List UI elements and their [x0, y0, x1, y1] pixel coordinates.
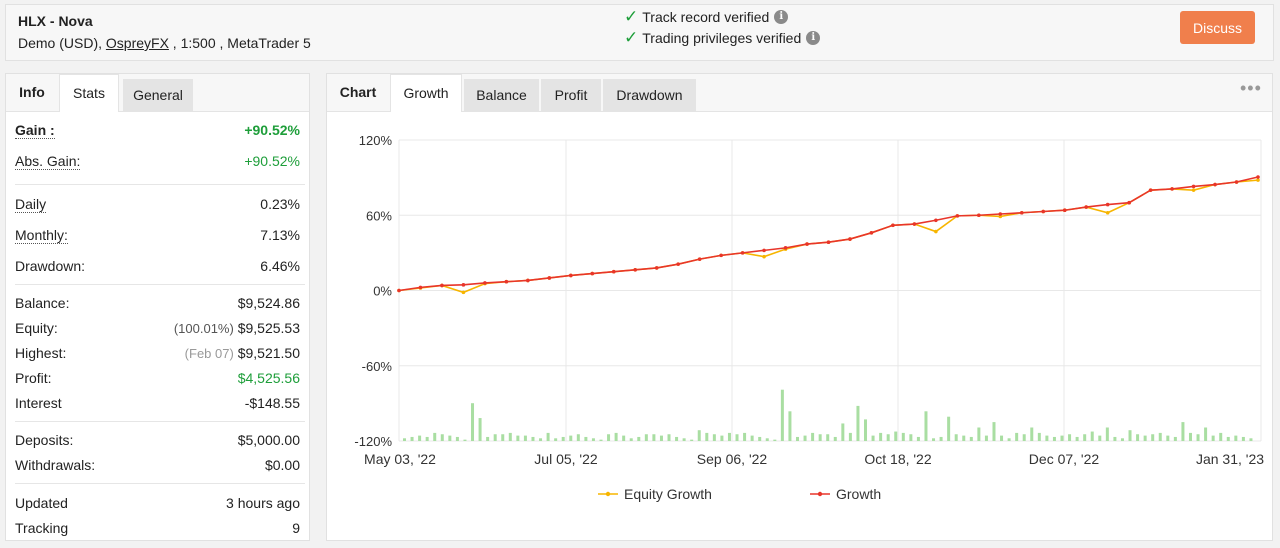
- stat-label: Interest: [15, 395, 62, 411]
- tab-general[interactable]: General: [123, 79, 193, 111]
- stat-value: $5,000.00: [237, 432, 300, 448]
- chart-tabs: Chart Growth Balance Profit Drawdown: [327, 74, 1272, 112]
- trading-privileges-verified: ✓ Trading privileges verified i: [624, 28, 821, 47]
- stat-label: Withdrawals:: [15, 457, 96, 473]
- stat-value: $9,524.86: [237, 295, 300, 311]
- stat-drawdown: Drawdown: 6.46%: [6, 254, 311, 278]
- tab-info[interactable]: Info: [19, 84, 45, 100]
- stat-balance: Balance: $9,524.86: [6, 291, 311, 315]
- stat-label[interactable]: Gain :: [15, 122, 55, 139]
- stat-label: Highest:: [15, 345, 67, 361]
- stat-label: Balance:: [15, 295, 70, 311]
- stat-highest: Highest: (Feb 07) $9,521.50: [6, 341, 311, 365]
- stat-label: Drawdown:: [15, 258, 86, 274]
- stat-label: Profit:: [15, 370, 52, 386]
- stat-label[interactable]: Abs. Gain:: [15, 153, 81, 170]
- stat-value: +90.52%: [244, 153, 300, 169]
- stat-value: 9: [292, 520, 300, 536]
- stat-label: Deposits:: [15, 432, 74, 448]
- stats-panel: Info Stats General Gain : +90.52% Abs. G…: [5, 73, 310, 541]
- stat-equity: Equity: (100.01%) $9,525.53: [6, 316, 311, 340]
- stat-value: $9,521.50: [237, 345, 300, 361]
- stat-label[interactable]: Daily: [15, 196, 47, 213]
- stat-value: $9,525.53: [237, 320, 300, 336]
- divider: [15, 184, 305, 185]
- stat-monthly: Monthly: 7.13%: [6, 223, 311, 247]
- chart-panel: Chart Growth Balance Profit Drawdown: [326, 73, 1273, 541]
- tab-stats[interactable]: Stats: [59, 74, 119, 112]
- stat-label: Updated: [15, 495, 68, 511]
- tab-chart[interactable]: Chart: [339, 84, 377, 100]
- tab-drawdown[interactable]: Drawdown: [603, 79, 696, 111]
- more-options-icon[interactable]: •••: [1240, 78, 1262, 98]
- stat-label[interactable]: Monthly:: [15, 227, 68, 244]
- stat-updated: Updated 3 hours ago: [6, 491, 311, 515]
- stat-interest: Interest -$148.55: [6, 391, 311, 415]
- account-header: HLX - Nova Demo (USD), OspreyFX , 1:500 …: [5, 4, 1274, 61]
- tab-profit[interactable]: Profit: [541, 79, 601, 111]
- info-icon[interactable]: i: [806, 31, 821, 45]
- checkmark-icon: ✓: [624, 7, 639, 26]
- highest-date: (Feb 07): [184, 346, 234, 361]
- stat-label: Tracking: [15, 520, 69, 536]
- equity-percent: (100.01%): [173, 321, 234, 336]
- stat-value: +90.52%: [244, 122, 300, 138]
- discuss-button[interactable]: Discuss: [1180, 11, 1255, 44]
- track-record-verified: ✓ Track record verified i: [624, 7, 789, 26]
- stat-value: $4,525.56: [237, 370, 300, 386]
- stat-value: 3 hours ago: [226, 495, 300, 511]
- stat-value: 7.13%: [260, 227, 300, 243]
- broker-link[interactable]: OspreyFX: [105, 35, 169, 51]
- stats-tabs: Info Stats General: [6, 74, 309, 112]
- divider: [15, 483, 305, 484]
- stat-daily: Daily 0.23%: [6, 192, 311, 216]
- stat-tracking: Tracking 9: [6, 516, 311, 540]
- track-record-label: Track record verified: [642, 9, 770, 25]
- account-type: Demo (USD),: [18, 35, 106, 51]
- divider: [15, 421, 305, 422]
- stat-value: $0.00: [264, 457, 300, 473]
- trading-privileges-label: Trading privileges verified: [642, 30, 802, 46]
- account-info: Demo (USD), OspreyFX , 1:500 , MetaTrade…: [18, 35, 311, 51]
- checkmark-icon: ✓: [624, 28, 639, 47]
- tab-balance[interactable]: Balance: [464, 79, 539, 111]
- account-name: HLX - Nova: [18, 13, 93, 29]
- stat-gain: Gain : +90.52%: [6, 118, 311, 142]
- account-leverage-platform: , 1:500 , MetaTrader 5: [168, 35, 311, 51]
- stat-value: 0.23%: [260, 196, 300, 212]
- stat-label: Equity:: [15, 320, 58, 336]
- divider: [15, 284, 305, 285]
- tab-growth[interactable]: Growth: [390, 74, 462, 112]
- stat-profit: Profit: $4,525.56: [6, 366, 311, 390]
- info-icon[interactable]: i: [774, 10, 789, 24]
- stat-abs-gain: Abs. Gain: +90.52%: [6, 149, 311, 173]
- stat-deposits: Deposits: $5,000.00: [6, 428, 311, 452]
- stat-value: -$148.55: [244, 395, 300, 411]
- stat-withdrawals: Withdrawals: $0.00: [6, 453, 311, 477]
- stat-value: 6.46%: [260, 258, 300, 274]
